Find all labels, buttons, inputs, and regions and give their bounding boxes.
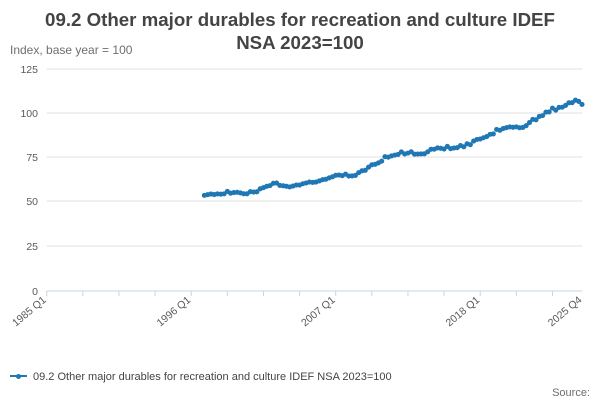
svg-text:50: 50 xyxy=(26,196,38,208)
svg-text:2025 Q4: 2025 Q4 xyxy=(546,294,585,329)
svg-text:25: 25 xyxy=(26,241,38,253)
svg-text:2007 Q1: 2007 Q1 xyxy=(299,294,338,329)
svg-text:75: 75 xyxy=(26,152,38,164)
svg-text:1996 Q1: 1996 Q1 xyxy=(155,294,194,329)
svg-text:1985 Q1: 1985 Q1 xyxy=(10,294,49,329)
svg-text:100: 100 xyxy=(20,108,38,120)
svg-text:125: 125 xyxy=(20,64,38,76)
svg-text:2018 Q1: 2018 Q1 xyxy=(444,294,483,329)
